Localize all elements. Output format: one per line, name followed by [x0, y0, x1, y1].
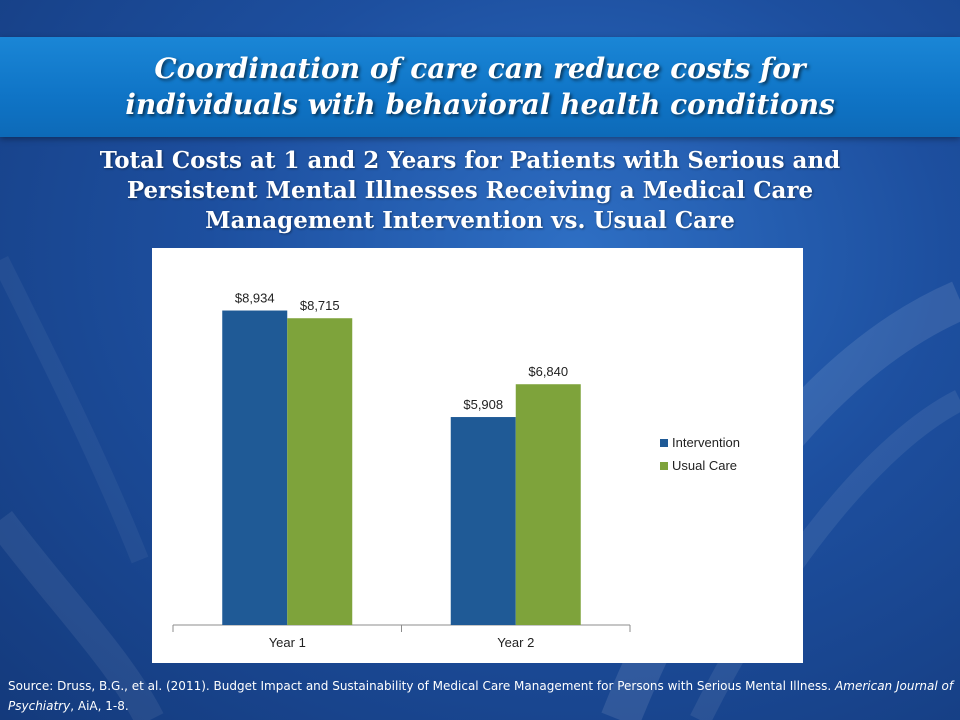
- chart-title-line-1: Total Costs at 1 and 2 Years for Patient…: [99, 147, 841, 174]
- legend-label: Intervention: [672, 435, 740, 450]
- data-label: $5,908: [463, 397, 503, 412]
- bar-usual-care-year-1: [287, 318, 353, 625]
- chart-title-line-3: Management Intervention vs. Usual Care: [205, 207, 735, 234]
- banner-title-line-2: individuals with behavioral health condi…: [125, 88, 835, 121]
- bar-usual-care-year-2: [515, 384, 581, 625]
- bar-intervention-year-2: [450, 417, 516, 625]
- data-label: $8,715: [300, 298, 340, 313]
- x-tick-label: Year 1: [269, 635, 306, 650]
- source-suffix: , AiA, 1-8.: [70, 699, 129, 713]
- chart-title: Total Costs at 1 and 2 Years for Patient…: [20, 146, 920, 236]
- bar-chart: $8,934 $8,715 Year 1 $5,908 $6,840 Year 2 Inte…: [172, 291, 740, 650]
- data-label: $8,934: [235, 291, 275, 306]
- chart-title-line-2: Persistent Mental Illnesses Receiving a …: [126, 177, 814, 204]
- legend-swatch: [660, 462, 668, 470]
- title-banner: Coordination of care can reduce costs fo…: [0, 37, 960, 137]
- data-label: $6,840: [528, 364, 568, 379]
- legend-label: Usual Care: [672, 458, 737, 473]
- source-citation: Source: Druss, B.G., et al. (2011). Budg…: [8, 676, 958, 716]
- source-journal: American Journal of Psychiatry: [8, 679, 954, 713]
- bar-intervention-year-1: [222, 310, 288, 625]
- chart-panel: $8,934 $8,715 Year 1 $5,908 $6,840 Year 2 Inte…: [152, 248, 803, 663]
- source-text: Source: Druss, B.G., et al. (2011). Budg…: [8, 679, 836, 693]
- x-tick-label: Year 2: [497, 635, 534, 650]
- legend-swatch: [660, 439, 668, 447]
- banner-title-line-1: Coordination of care can reduce costs fo…: [154, 52, 806, 85]
